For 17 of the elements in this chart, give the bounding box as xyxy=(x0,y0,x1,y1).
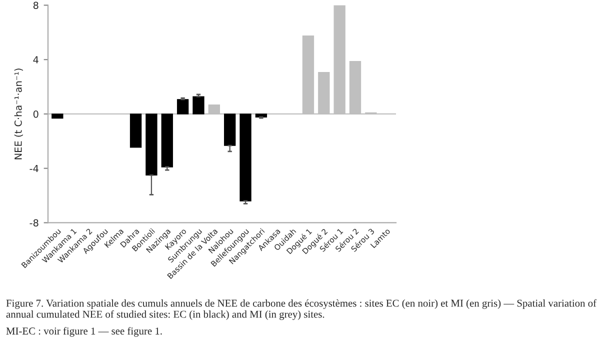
y-tick-label: 0 xyxy=(33,110,38,118)
bar xyxy=(161,114,173,168)
y-tick-label: 8 xyxy=(33,2,38,10)
bar xyxy=(255,114,268,118)
y-tick-label: 4 xyxy=(33,56,38,64)
y-tick-label: -8 xyxy=(30,219,38,227)
y-axis-title: NEE (t C·ha⁻¹·an⁻¹) xyxy=(14,68,23,160)
bar xyxy=(240,114,252,202)
bar xyxy=(52,114,64,119)
bar xyxy=(224,114,236,146)
bar xyxy=(146,114,158,176)
bar xyxy=(176,99,189,114)
bar xyxy=(130,114,142,148)
text: MI-EC : voir figure 1 — see figure 1. xyxy=(6,327,162,337)
y-tick-label: -4 xyxy=(30,164,38,172)
bar xyxy=(192,96,204,114)
caption: Figure 7. Variation spatiale des cumuls annuels de NEE de carbone des écosystèmes : sites EC (en noir) et MI (en gris) — Spatial variation of annual cumulated NEE of studied sites: EC (in black) and MI (in grey) sites. xyxy=(6,299,597,320)
